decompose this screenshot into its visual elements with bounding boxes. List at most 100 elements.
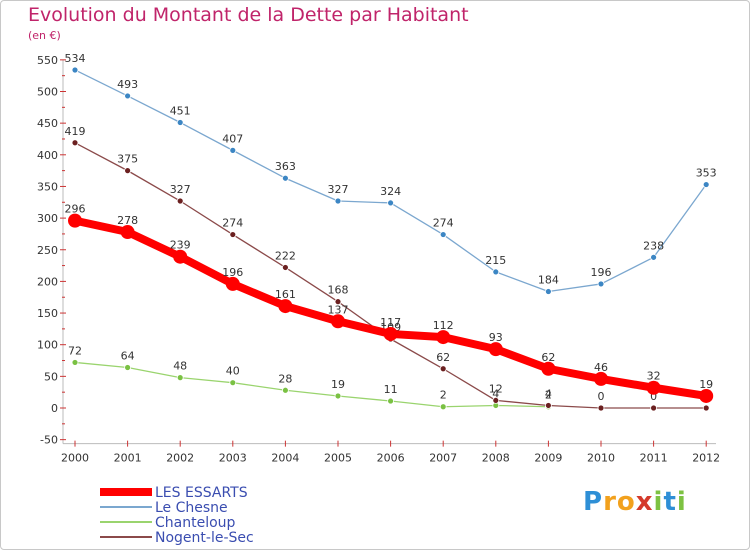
logo-letter: P — [583, 487, 604, 517]
data-label: 48 — [173, 360, 187, 373]
data-label: 353 — [696, 167, 717, 180]
data-point — [281, 264, 289, 271]
chart-title: Evolution du Montant de la Dette par Hab… — [28, 4, 469, 26]
data-point — [702, 181, 710, 188]
data-label: 46 — [594, 361, 608, 374]
data-point — [650, 404, 657, 412]
legend-label: LES ESSARTS — [155, 485, 248, 501]
data-point — [229, 146, 237, 154]
data-point — [650, 253, 657, 261]
data-label: 239 — [170, 239, 191, 252]
data-point — [229, 379, 237, 387]
x-tick-label: 2009 — [534, 452, 562, 465]
data-point — [492, 268, 500, 276]
data-label: 324 — [380, 185, 401, 198]
data-point — [71, 66, 79, 74]
y-tick-label: 500 — [37, 86, 58, 99]
data-label: 19 — [331, 378, 345, 391]
data-point — [331, 314, 345, 329]
data-point — [383, 326, 398, 341]
x-tick-label: 2004 — [271, 452, 299, 465]
data-point — [597, 280, 605, 288]
data-label: 296 — [65, 203, 86, 216]
data-point — [176, 374, 184, 382]
data-point — [545, 288, 552, 295]
data-point — [124, 364, 131, 371]
data-point — [281, 174, 289, 182]
y-tick-label: 200 — [37, 275, 58, 288]
legend-label: Le Chesne — [155, 500, 228, 516]
data-point — [124, 167, 131, 175]
data-label: 278 — [117, 214, 138, 227]
logo-letter: o — [616, 487, 636, 517]
data-label: 534 — [65, 52, 86, 65]
data-label: 238 — [643, 239, 664, 252]
logo-letter: x — [635, 487, 654, 517]
data-point — [594, 371, 608, 386]
data-label: 32 — [647, 370, 661, 383]
data-point — [436, 330, 451, 345]
data-label: 196 — [222, 266, 243, 279]
data-label: 4 — [492, 387, 499, 400]
x-tick-label: 2003 — [219, 452, 247, 465]
series-line-chanteloup — [74, 361, 549, 408]
data-label: 168 — [328, 284, 349, 297]
data-label: 419 — [65, 125, 86, 138]
data-point — [334, 197, 342, 205]
data-point — [225, 276, 240, 291]
data-label: 62 — [436, 351, 450, 364]
x-tick-label: 2011 — [640, 452, 668, 465]
y-tick-label: 550 — [37, 54, 58, 67]
data-label: 451 — [170, 105, 191, 118]
x-tick-label: 2006 — [377, 452, 405, 465]
data-label: 327 — [328, 183, 349, 196]
y-tick-label: 350 — [37, 180, 58, 193]
data-label: 375 — [117, 153, 138, 166]
logo-letter: i — [676, 487, 687, 517]
x-tick-label: 2000 — [61, 452, 89, 465]
data-label: 196 — [591, 266, 612, 279]
data-point — [334, 392, 342, 400]
data-label: 28 — [278, 372, 292, 385]
y-tick-label: 300 — [37, 212, 58, 225]
data-point — [488, 342, 503, 357]
data-label: 222 — [275, 249, 296, 262]
y-tick-label: 0 — [51, 402, 58, 415]
logo-letter: i — [653, 487, 664, 517]
x-tick-label: 2012 — [692, 452, 720, 465]
x-tick-label: 2005 — [324, 452, 352, 465]
data-point — [646, 380, 661, 395]
data-label: 72 — [68, 344, 82, 357]
data-label: 64 — [121, 349, 135, 362]
data-label: 93 — [489, 331, 503, 344]
y-tick-label: 250 — [37, 244, 58, 257]
data-label: 62 — [541, 351, 555, 364]
data-point — [173, 249, 188, 264]
legend-label: Nogent-le-Sec — [155, 530, 254, 546]
data-point — [439, 403, 447, 411]
x-tick-label: 2010 — [587, 452, 615, 465]
data-point — [597, 404, 605, 412]
data-point — [281, 386, 289, 394]
data-point — [439, 365, 447, 373]
y-tick-label: 450 — [37, 117, 58, 130]
data-point — [278, 299, 293, 314]
data-point — [229, 231, 237, 238]
data-point — [387, 397, 395, 405]
data-label: 12 — [489, 382, 503, 395]
data-point — [120, 225, 135, 240]
data-point — [545, 402, 552, 409]
data-point — [71, 139, 79, 147]
data-point — [541, 361, 556, 376]
data-label: 0 — [650, 390, 657, 403]
data-point — [699, 388, 714, 403]
data-label: 117 — [380, 316, 401, 329]
legend-label: Chanteloup — [155, 515, 236, 531]
data-point — [176, 197, 184, 205]
data-point — [124, 92, 131, 100]
data-point — [702, 404, 710, 412]
data-point — [439, 231, 447, 238]
data-label: 161 — [275, 288, 296, 301]
